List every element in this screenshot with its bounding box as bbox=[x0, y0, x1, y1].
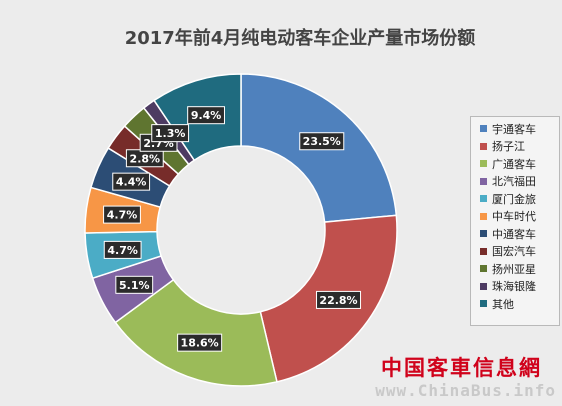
legend-swatch bbox=[480, 160, 487, 168]
legend-label: 其他 bbox=[492, 297, 514, 311]
legend-label: 珠海银隆 bbox=[492, 280, 536, 294]
legend-item: 国宏汽车 bbox=[480, 243, 559, 261]
legend-label: 中通客车 bbox=[492, 227, 536, 241]
watermark-url: www.ChinaBus.info bbox=[375, 381, 556, 400]
data-label-4: 5.1% bbox=[115, 275, 154, 294]
legend-label: 国宏汽车 bbox=[492, 245, 536, 259]
legend: 宇通客车扬子江广通客车北汽福田厦门金旅中车时代中通客车国宏汽车扬州亚星珠海银隆其… bbox=[470, 116, 560, 326]
legend-swatch bbox=[480, 177, 487, 185]
legend-swatch bbox=[480, 247, 487, 255]
legend-item: 扬州亚星 bbox=[480, 260, 559, 278]
data-label-text: 4.7% bbox=[107, 209, 138, 222]
data-label-1: 23.5% bbox=[299, 132, 345, 151]
data-label-2: 22.8% bbox=[316, 290, 362, 309]
legend-label: 宇通客车 bbox=[492, 122, 536, 136]
chart-title: 2017年前4月纯电动客车企业产量市场份额 bbox=[125, 27, 476, 49]
data-label-text: 18.6% bbox=[181, 337, 219, 350]
data-label-text: 1.3% bbox=[155, 127, 186, 140]
data-label-10: 1.3% bbox=[151, 124, 190, 143]
legend-item: 扬子江 bbox=[480, 138, 559, 156]
legend-swatch bbox=[480, 195, 487, 203]
data-label-text: 4.7% bbox=[107, 244, 138, 257]
watermark-chinese: 中国客車信息網 bbox=[381, 356, 542, 380]
data-label-text: 23.5% bbox=[303, 135, 341, 148]
data-label-text: 5.1% bbox=[119, 279, 150, 292]
legend-swatch bbox=[480, 300, 487, 308]
legend-item: 中车时代 bbox=[480, 208, 559, 226]
legend-label: 广通客车 bbox=[492, 157, 536, 171]
data-label-8: 2.8% bbox=[125, 149, 164, 168]
data-label-text: 9.4% bbox=[191, 109, 222, 122]
data-label-text: 2.8% bbox=[130, 152, 161, 165]
pie-slices bbox=[84, 73, 398, 387]
data-label-text: 4.4% bbox=[116, 176, 147, 189]
legend-item: 北汽福田 bbox=[480, 173, 559, 191]
legend-swatch bbox=[480, 230, 487, 238]
data-labels: 23.5%22.8%18.6%5.1%4.7%4.7%4.4%2.8%2.7%1… bbox=[103, 106, 362, 352]
data-label-6: 4.7% bbox=[103, 205, 141, 224]
legend-item: 珠海银隆 bbox=[480, 278, 559, 296]
legend-label: 北汽福田 bbox=[492, 175, 536, 189]
legend-item: 宇通客车 bbox=[480, 120, 559, 138]
data-label-text: 22.8% bbox=[319, 294, 357, 307]
legend-swatch bbox=[480, 265, 487, 273]
legend-swatch bbox=[480, 212, 487, 220]
legend-item: 其他 bbox=[480, 295, 559, 313]
legend-item: 广通客车 bbox=[480, 155, 559, 173]
donut-slice-3 bbox=[114, 278, 278, 387]
legend-swatch bbox=[480, 142, 487, 150]
legend-swatch bbox=[480, 125, 487, 133]
legend-label: 扬子江 bbox=[492, 140, 525, 154]
data-label-11: 9.4% bbox=[187, 106, 225, 125]
legend-item: 中通客车 bbox=[480, 225, 559, 243]
legend-item: 厦门金旅 bbox=[480, 190, 559, 208]
legend-label: 厦门金旅 bbox=[492, 192, 536, 206]
data-label-7: 4.4% bbox=[112, 172, 151, 191]
data-label-5: 4.7% bbox=[103, 240, 142, 259]
data-label-3: 18.6% bbox=[177, 333, 223, 352]
legend-swatch bbox=[480, 282, 487, 290]
legend-label: 扬州亚星 bbox=[492, 262, 536, 276]
legend-label: 中车时代 bbox=[492, 210, 536, 224]
